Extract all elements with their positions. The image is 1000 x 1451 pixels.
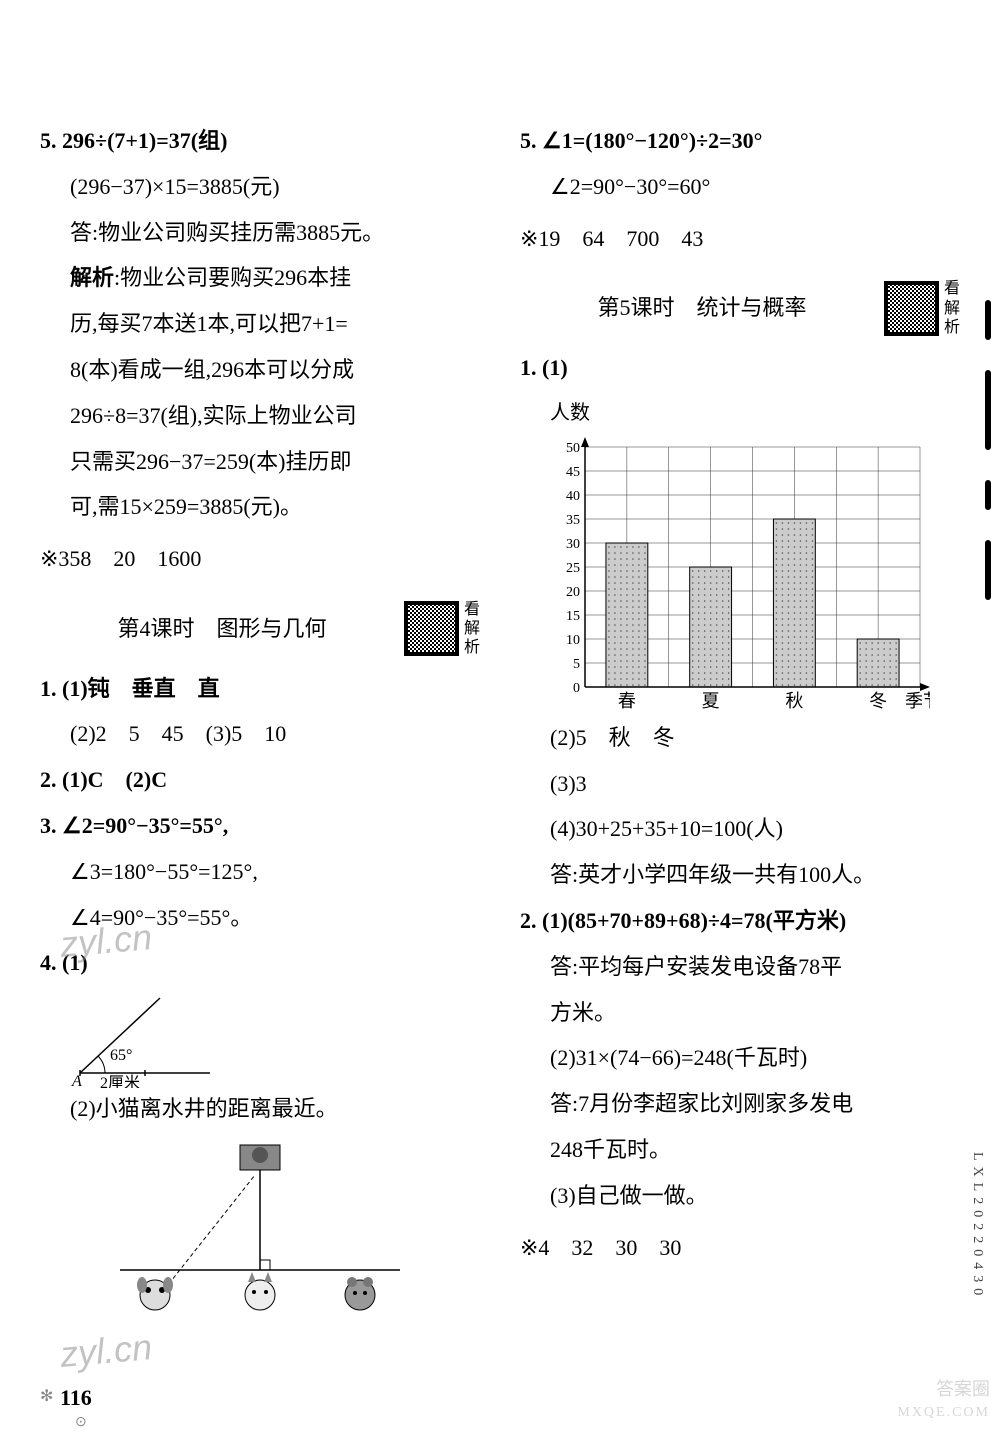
dot-decor: ⊙ [75,1414,87,1431]
svg-text:夏: 夏 [702,691,720,711]
r-p2-6: 248千瓦时。 [520,1129,960,1171]
star-calc-3: ※4 32 30 30 [520,1227,960,1269]
r-p1-3: (3)3 [520,763,960,805]
problem-5-line2: (296−37)×15=3885(元) [40,166,480,208]
problem-5-analysis-4: 296÷8=37(组),实际上物业公司 [40,395,480,437]
ink-marks [985,300,1000,700]
r-p1-5: 答:英才小学四年级一共有100人。 [520,854,960,896]
r-p2-5: 答:7月份李超家比刘刚家多发电 [520,1083,960,1125]
svg-text:25: 25 [566,561,580,576]
svg-text:秋: 秋 [785,691,803,711]
l4-p4-1: 4. (1) [40,942,480,984]
animals-diagram [100,1140,420,1340]
r-p2-7: (3)自己做一做。 [520,1175,960,1217]
qr-code-icon [404,601,459,656]
angle-65-label: 65° [110,1047,132,1064]
svg-text:0: 0 [573,681,580,696]
lesson-4-title: 第4课时 图形与几何 [40,608,404,650]
r-p2-4: (2)31×(74−66)=248(千瓦时) [520,1037,960,1079]
svg-text:40: 40 [566,489,580,504]
r-p5-2: ∠2=90°−30°=60° [520,166,960,208]
side-code: LXL20220430 [969,1152,985,1301]
l4-p1-1: 1. (1)钝 垂直 直 [40,668,480,710]
svg-text:45: 45 [566,465,580,480]
svg-text:5: 5 [573,657,580,672]
lesson-5-header: 第5课时 统计与概率 看解析 [520,279,960,337]
problem-5-analysis-2: 历,每买7本送1本,可以把7+1= [40,303,480,345]
l4-p4-2: (2)小猫离水井的距离最近。 [40,1088,480,1130]
r-p5-1: 5. ∠1=(180°−120°)÷2=30° [520,120,960,162]
lesson-4-header: 第4课时 图形与几何 看解析 [40,600,480,658]
bar-chart-container: 人数 0 5 10 15 20 25 30 35 40 45 50 春 夏 秋 冬季节 [550,394,960,717]
problem-5-analysis-3: 8(本)看成一组,296本可以分成 [40,349,480,391]
svg-text:冬: 冬 [869,691,887,711]
r-p1-1: 1. (1) [520,347,960,389]
svg-text:35: 35 [566,513,580,528]
l4-p3-1: 3. ∠2=90°−35°=55°, [40,805,480,847]
l4-p3-3: ∠4=90°−35°=55°。 [40,897,480,939]
r-p2-2: 答:平均每户安装发电设备78平 [520,946,960,988]
problem-5-answer: 答:物业公司购买挂历需3885元。 [40,212,480,254]
svg-text:30: 30 [566,537,580,552]
chart-ylabel: 人数 [550,394,960,432]
r-p1-4: (4)30+25+35+10=100(人) [520,808,960,850]
qr-label: 看解析 [464,600,480,658]
dog-icon [137,1277,173,1310]
problem-5-analysis-5: 只需买296−37=259(本)挂历即 [40,441,480,483]
star-calc-2: ※19 64 700 43 [520,218,960,260]
angle-2cm-label: 2厘米 [100,1074,140,1088]
left-column: 5. 296÷(7+1)=37(组) (296−37)×15=3885(元) 答… [40,120,480,1340]
svg-text:20: 20 [566,585,580,600]
l4-p1-2: (2)2 5 45 (3)5 10 [40,713,480,755]
lesson-5-title: 第5课时 统计与概率 [520,287,884,329]
r-p2-3: 方米。 [520,992,960,1034]
l4-p3-2: ∠3=180°−55°=125°, [40,851,480,893]
qr-label: 看解析 [944,279,960,337]
problem-5-line1: 5. 296÷(7+1)=37(组) [40,120,480,162]
snowflake-decor: ✻ [40,1386,53,1406]
right-column: 5. ∠1=(180°−120°)÷2=30° ∠2=90°−30°=60° ※… [520,120,960,1340]
svg-text:10: 10 [566,633,580,648]
corner-watermark: 答案圈 [936,1375,990,1401]
problem-5-analysis-1: 解析:物业公司要购买296本挂 [40,257,480,299]
r-p1-2: (2)5 秋 冬 [520,717,960,759]
r-p2-1: 2. (1)(85+70+89+68)÷4=78(平方米) [520,900,960,942]
svg-text:春: 春 [618,691,636,711]
svg-text:50: 50 [566,441,580,456]
svg-text:15: 15 [566,609,580,624]
qr-code-icon [884,281,939,336]
star-calc-1: ※358 20 1600 [40,538,480,580]
corner-watermark-url: MXQE.COM [897,1405,990,1421]
bar-chart: 0 5 10 15 20 25 30 35 40 45 50 春 夏 秋 冬季节 [550,437,930,717]
svg-text:季节: 季节 [905,691,930,711]
cat-icon [245,1272,275,1310]
angle-diagram: 65° A 2厘米 [70,988,220,1088]
l4-p2: 2. (1)C (2)C [40,759,480,801]
page-number: 116 [60,1385,92,1411]
problem-5-analysis-6: 可,需15×259=3885(元)。 [40,486,480,528]
bear-icon [345,1277,375,1310]
